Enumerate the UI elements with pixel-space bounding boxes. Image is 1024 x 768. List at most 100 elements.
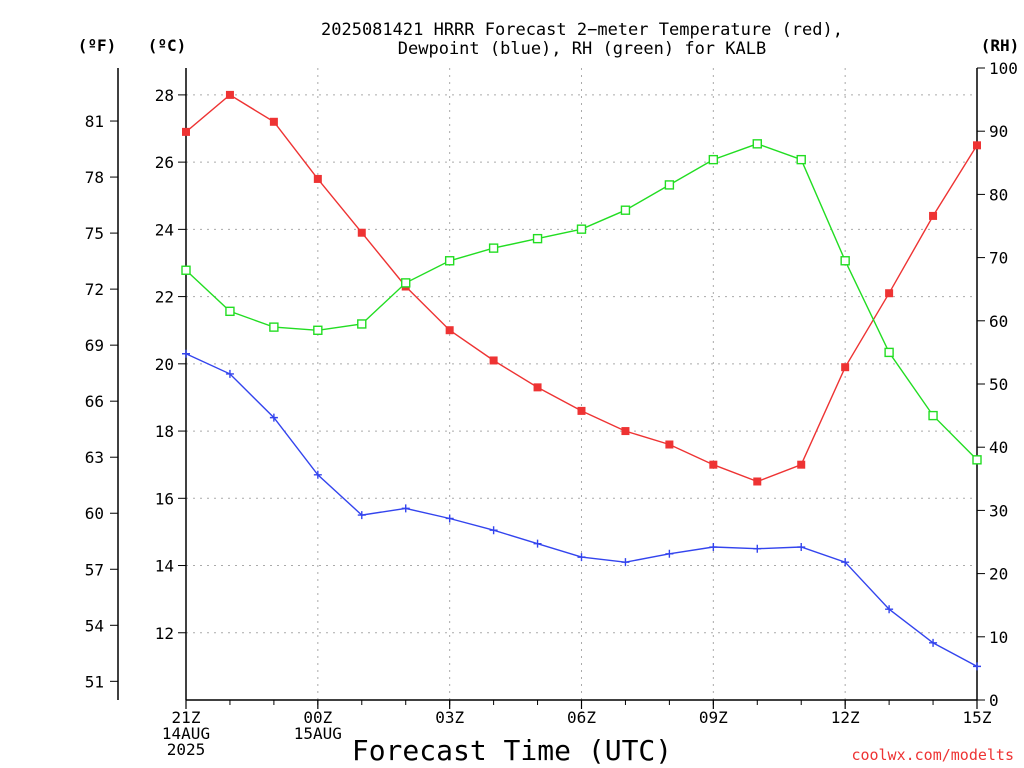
celsius-tick-label: 28 xyxy=(155,86,174,105)
x-tick-label: 15AUG xyxy=(294,724,342,743)
x-tick-label: 14AUG xyxy=(162,724,210,743)
dewpoint-point xyxy=(357,511,366,520)
temperature-point xyxy=(621,427,630,436)
chart-title-line-1: 2025081421 HRRR Forecast 2−meter Tempera… xyxy=(321,20,843,40)
temperature-point xyxy=(973,141,981,150)
rh-tick-label: 30 xyxy=(989,501,1008,520)
rh-point xyxy=(620,205,631,215)
dewpoint-point xyxy=(709,543,718,552)
celsius-tick-label: 26 xyxy=(155,153,174,172)
x-tick-label: 15Z xyxy=(963,708,992,727)
temperature-point xyxy=(313,174,322,183)
dewpoint-point xyxy=(577,553,586,562)
dewpoint-point xyxy=(489,526,498,535)
x-tick-label: 09Z xyxy=(699,708,728,727)
temperature-point xyxy=(577,406,586,415)
dewpoint-point xyxy=(621,558,630,567)
fahrenheit-tick-label: 63 xyxy=(85,448,104,467)
rh-tick-label: 90 xyxy=(989,122,1008,141)
rh-point xyxy=(972,455,982,465)
source-credit: coolwx.com/modelts xyxy=(851,746,1014,764)
temperature-point xyxy=(709,460,718,469)
dewpoint-point xyxy=(929,638,938,647)
rh-point xyxy=(357,319,367,329)
fahrenheit-axis-unit: (ºF) xyxy=(78,36,117,55)
dewpoint-point xyxy=(401,504,410,513)
temperature-point xyxy=(885,289,894,298)
celsius-tick-label: 22 xyxy=(155,288,174,307)
celsius-tick-label: 24 xyxy=(155,220,174,239)
dewpoint-point xyxy=(269,413,278,422)
fahrenheit-tick-label: 69 xyxy=(85,336,104,355)
x-tick-label: 06Z xyxy=(567,708,596,727)
rh-point xyxy=(444,256,455,266)
rh-point xyxy=(269,322,279,332)
rh-point xyxy=(884,347,894,358)
fahrenheit-tick-label: 75 xyxy=(85,224,104,243)
rh-point xyxy=(401,278,411,288)
axes: 12 14 16 18 20 22 24 26 28 51 54 57 60 63 66 69 72 75 78 81… xyxy=(85,59,1018,710)
x-tick-label: 00Z xyxy=(303,708,332,727)
temperature-point xyxy=(665,440,674,449)
fahrenheit-tick-label: 66 xyxy=(85,392,104,411)
rh-tick-label: 70 xyxy=(989,249,1008,268)
fahrenheit-tick-label: 72 xyxy=(85,280,104,299)
celsius-tick-label: 14 xyxy=(155,557,174,576)
rh-point xyxy=(796,154,806,165)
rh-tick-label: 20 xyxy=(989,565,1008,584)
rh-point xyxy=(928,410,938,421)
rh-point xyxy=(532,233,543,244)
temperature-point xyxy=(533,383,542,392)
chart-title-line-2: Dewpoint (blue), RH (green) for KALB xyxy=(398,39,766,59)
dewpoint-point xyxy=(885,605,894,614)
fahrenheit-tick-label: 54 xyxy=(85,616,104,635)
temperature-point xyxy=(489,356,498,365)
rh-tick-label: 80 xyxy=(989,185,1008,204)
dewpoint-point xyxy=(445,514,454,523)
fahrenheit-tick-label: 78 xyxy=(85,168,104,187)
rh-point xyxy=(752,139,762,149)
rh-point xyxy=(840,256,850,266)
temperature-point xyxy=(182,127,190,136)
dewpoint-point xyxy=(313,470,322,479)
rh-tick-label: 10 xyxy=(989,628,1008,647)
rh-point xyxy=(664,180,675,190)
temperature-point xyxy=(225,90,234,99)
dewpoint-point xyxy=(225,369,234,378)
temperature-point xyxy=(797,460,806,469)
celsius-axis-unit: (ºC) xyxy=(148,36,187,55)
rh-tick-label: 60 xyxy=(989,312,1008,331)
x-tick-label: 21Z xyxy=(172,708,201,727)
dewpoint-point xyxy=(753,544,762,553)
rh-point xyxy=(488,243,499,253)
fahrenheit-tick-label: 51 xyxy=(85,672,104,691)
rh-tick-label: 100 xyxy=(989,59,1018,78)
temperature-point xyxy=(269,117,278,126)
data-series xyxy=(181,90,982,671)
x-axis-title: Forecast Time (UTC) xyxy=(352,734,672,767)
temperature-point xyxy=(445,326,454,335)
temperature-point xyxy=(929,211,938,220)
x-tick-label: 03Z xyxy=(435,708,464,727)
fahrenheit-tick-label: 57 xyxy=(85,560,104,579)
celsius-tick-label: 18 xyxy=(155,422,174,441)
celsius-tick-label: 20 xyxy=(155,355,174,374)
rh-tick-label: 50 xyxy=(989,375,1008,394)
x-tick-label: 12Z xyxy=(831,708,860,727)
dewpoint-point xyxy=(841,558,850,567)
celsius-tick-label: 12 xyxy=(155,624,174,643)
temperature-point xyxy=(841,363,850,372)
fahrenheit-tick-label: 60 xyxy=(85,504,104,523)
rh-point xyxy=(181,265,191,275)
rh-tick-label: 0 xyxy=(989,691,999,710)
dewpoint-point xyxy=(973,662,981,671)
rh-axis-unit: (RH) xyxy=(981,36,1020,55)
x-tick-label: 2025 xyxy=(167,740,206,759)
rh-point xyxy=(576,224,587,234)
dewpoint-point xyxy=(533,539,542,548)
rh-tick-label: 40 xyxy=(989,438,1008,457)
dewpoint-point xyxy=(665,549,674,558)
dewpoint-point xyxy=(797,543,806,552)
